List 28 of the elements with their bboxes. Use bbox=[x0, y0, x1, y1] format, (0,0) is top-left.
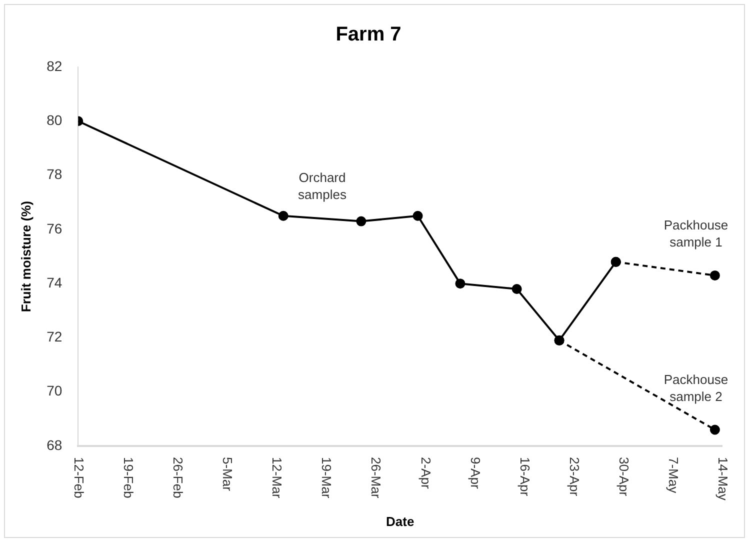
series-label: Orchard samples bbox=[298, 170, 347, 202]
x-tick-label: 19-Mar bbox=[319, 457, 334, 499]
x-tick-label: 16-Apr bbox=[517, 457, 532, 497]
y-tick-label: 78 bbox=[46, 166, 62, 182]
series-label: Packhouse sample 1 bbox=[664, 217, 728, 250]
x-tick-label: 19-Feb bbox=[121, 457, 136, 498]
x-tick-label: 26-Mar bbox=[368, 457, 384, 499]
x-tick-label: 30-Apr bbox=[616, 457, 632, 497]
x-tick-label: 12-Mar bbox=[270, 457, 285, 499]
x-tick-label: 12-Feb bbox=[72, 457, 87, 498]
y-axis-title: Fruit moisture (%) bbox=[18, 200, 34, 312]
x-tick-label: 14-May bbox=[715, 457, 730, 501]
x-tick-label: 5-Mar bbox=[220, 457, 236, 492]
y-tick-label: 74 bbox=[46, 274, 62, 290]
y-tick-label: 70 bbox=[46, 382, 62, 399]
y-tick-label: 68 bbox=[46, 436, 62, 453]
x-tick-label: 2-Apr bbox=[418, 457, 434, 490]
x-axis-title: Date bbox=[386, 514, 414, 530]
y-tick-label: 82 bbox=[46, 58, 62, 74]
x-tick-label: 7-May bbox=[666, 457, 681, 494]
y-tick-label: 80 bbox=[46, 112, 62, 128]
x-tick-label: 26-Feb bbox=[170, 457, 186, 498]
x-tick-label: 9-Apr bbox=[468, 457, 483, 490]
y-tick-label: 76 bbox=[46, 220, 62, 236]
y-tick-label: 72 bbox=[46, 328, 62, 345]
series-label: Packhouse sample 2 bbox=[664, 372, 728, 404]
chart-title: Farm 7 bbox=[336, 24, 402, 46]
x-tick-label: 23-Apr bbox=[566, 457, 582, 497]
